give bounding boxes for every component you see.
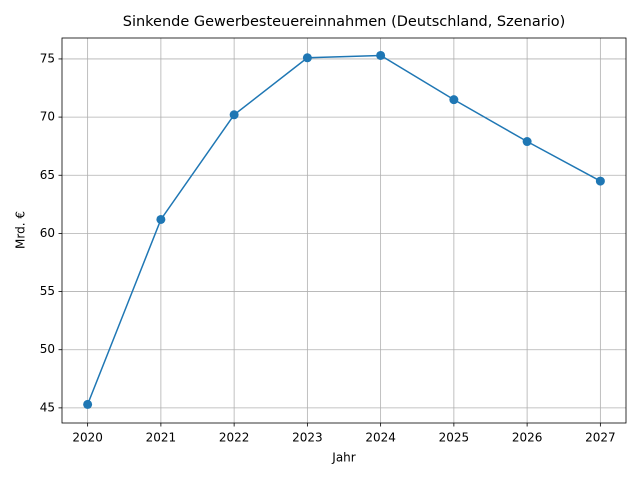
point [449, 95, 459, 105]
x-tick-label: 2021 [146, 431, 177, 445]
y-tick-label: 45 [40, 400, 55, 414]
chart-title: Sinkende Gewerbesteuereinnahmen (Deutsch… [123, 14, 566, 30]
x-tick-label: 2022 [219, 431, 250, 445]
y-tick-label: 50 [40, 342, 55, 356]
x-tick-label: 2023 [292, 431, 323, 445]
y-tick-label: 60 [40, 226, 55, 240]
y-tick-label: 70 [40, 110, 55, 124]
point [595, 176, 605, 186]
x-tick-label: 2020 [72, 431, 103, 445]
x-tick-label: 2026 [512, 431, 543, 445]
point [156, 214, 166, 224]
y-tick-label: 55 [40, 284, 55, 298]
point [302, 53, 312, 63]
point [376, 50, 386, 60]
y-tick-label: 65 [40, 168, 55, 182]
point [83, 399, 93, 409]
x-axis-label: Jahr [331, 451, 355, 465]
x-tick-label: 2024 [365, 431, 396, 445]
y-axis-label: Mrd. € [14, 211, 28, 249]
y-tick-label: 75 [40, 51, 55, 65]
x-tick-label: 2027 [585, 431, 616, 445]
x-tick-label: 2025 [439, 431, 470, 445]
plot-frame [61, 37, 627, 424]
point [522, 137, 532, 147]
point [229, 110, 239, 120]
line [86, 54, 601, 405]
